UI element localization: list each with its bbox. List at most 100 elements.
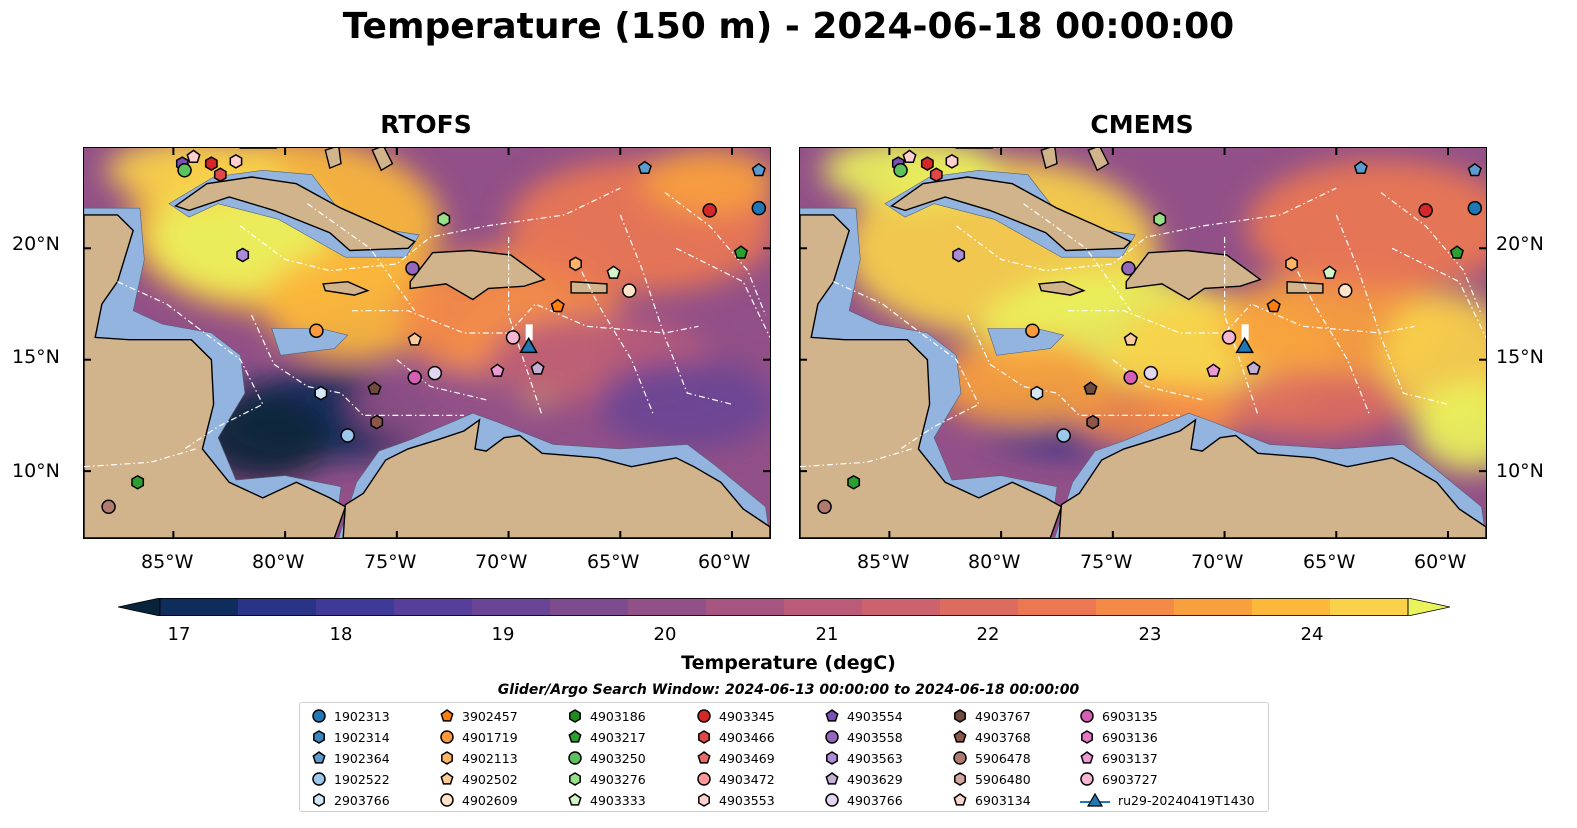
legend-item: 4903250 <box>568 748 646 768</box>
hexagon-marker-icon <box>698 793 710 807</box>
legend-label: 4903250 <box>590 750 646 766</box>
legend-item: 5906478 <box>953 748 1031 768</box>
lon-label: 70°W <box>1191 551 1244 573</box>
legend-item: 2903766 <box>312 790 390 810</box>
legend-label: 4903558 <box>847 729 903 745</box>
colorbar-segment <box>940 598 1019 616</box>
lat-label: 10°N <box>1496 460 1544 482</box>
landmass <box>1040 148 1058 170</box>
hexagon-marker-icon <box>313 793 325 807</box>
eez-boundary <box>800 448 912 468</box>
colorbar-segment <box>394 598 473 616</box>
eez-boundary <box>1224 237 1259 416</box>
landmass <box>409 249 546 301</box>
float-marker <box>427 365 443 381</box>
colorbar-segment <box>1174 598 1253 616</box>
float-marker <box>751 162 766 177</box>
legend-label: 4903553 <box>719 792 775 808</box>
circle-marker-icon <box>440 793 454 807</box>
legend: 1902313 1902314 1902364 1902522 2903766 39024… <box>299 702 1269 812</box>
legend-item: 4903767 <box>953 706 1031 726</box>
legend-item: 1902313 <box>312 706 390 726</box>
temperature-region <box>1224 370 1404 438</box>
float-marker <box>606 265 621 279</box>
lat-label: 20°N <box>12 233 60 255</box>
pentagon-marker-icon <box>440 772 454 785</box>
pentagon-marker-icon <box>825 772 839 785</box>
pentagon-marker-icon <box>953 793 967 806</box>
legend-label: 6903137 <box>1102 750 1158 766</box>
eez-boundary <box>956 187 1337 272</box>
circle-marker-icon <box>312 709 326 723</box>
eez-boundary <box>833 281 913 327</box>
eez-boundary <box>900 325 980 450</box>
eez-boundary <box>1068 303 1415 334</box>
float-marker <box>1086 414 1100 430</box>
landmass <box>800 214 1063 538</box>
colorbar-segment <box>1018 598 1097 616</box>
landmass <box>1038 280 1086 296</box>
eez-boundary <box>251 314 464 416</box>
colorbar-segment <box>862 598 941 616</box>
colorbar-outline <box>159 598 1409 617</box>
legend-label: 6903135 <box>1102 708 1158 724</box>
float-marker <box>407 370 422 385</box>
circle-marker-icon <box>312 772 326 786</box>
float-marker <box>1467 200 1483 216</box>
legend-label: 1902364 <box>334 750 390 766</box>
legend-item: 3902457 <box>440 706 518 726</box>
temperature-region <box>597 359 770 449</box>
float-marker <box>1221 330 1237 345</box>
temperature-region <box>1246 159 1486 293</box>
colorbar-tick: 20 <box>653 624 677 645</box>
float-marker <box>490 363 505 377</box>
legend-label: 1902314 <box>334 729 390 745</box>
float-marker <box>186 149 201 163</box>
legend-label: 4903469 <box>719 750 775 766</box>
pentagon-marker-icon <box>953 730 967 743</box>
legend-label: 1902313 <box>334 708 390 724</box>
lon-label: 65°W <box>1303 551 1356 573</box>
float-marker <box>437 211 451 227</box>
hexagon-marker-icon <box>569 709 581 723</box>
eez-boundary <box>967 314 1180 416</box>
legend-label: 4902113 <box>462 750 518 766</box>
legend-item: 4902113 <box>440 748 518 768</box>
hexagon-marker-icon <box>954 709 966 723</box>
lat-label: 15°N <box>1496 346 1544 368</box>
float-marker <box>1467 162 1482 177</box>
colorbar-segment <box>628 598 707 616</box>
legend-item: 4903333 <box>568 790 646 810</box>
legend-label: ru29-20240419T1430 <box>1118 792 1255 808</box>
circle-marker-icon <box>1080 709 1094 723</box>
pentagon-marker-icon <box>312 751 326 764</box>
circle-marker-icon <box>1080 772 1094 786</box>
glider-marker-icon <box>1080 792 1110 807</box>
float-marker <box>847 474 861 490</box>
float-marker <box>236 247 250 263</box>
legend-item: 6903136 <box>1080 727 1158 747</box>
float-marker <box>817 499 832 515</box>
float-marker <box>621 283 637 298</box>
map-rtofs[interactable] <box>83 147 771 539</box>
eez-boundary <box>84 448 196 468</box>
legend-label: 4903345 <box>719 708 775 724</box>
landmass <box>1058 418 1486 538</box>
landmass <box>174 176 416 252</box>
pentagon-marker-icon <box>568 793 582 806</box>
glider-marker <box>519 336 538 354</box>
colorbar-extend-low <box>117 597 161 617</box>
circle-marker-icon <box>697 772 711 786</box>
float-marker <box>902 149 917 163</box>
figure-title: Temperature (150 m) - 2024-06-18 00:00:0… <box>342 6 1235 47</box>
map-cmems[interactable] <box>799 147 1487 539</box>
legend-item: 1902522 <box>312 769 390 789</box>
legend-label: 6903727 <box>1102 771 1158 787</box>
lon-label: 70°W <box>475 551 528 573</box>
hexagon-marker-icon <box>698 730 710 744</box>
float-marker <box>1337 283 1353 298</box>
legend-label: 4903554 <box>847 708 903 724</box>
colorbar-tick: 19 <box>491 624 515 645</box>
float-marker <box>1322 265 1337 279</box>
float-marker <box>1056 428 1071 443</box>
